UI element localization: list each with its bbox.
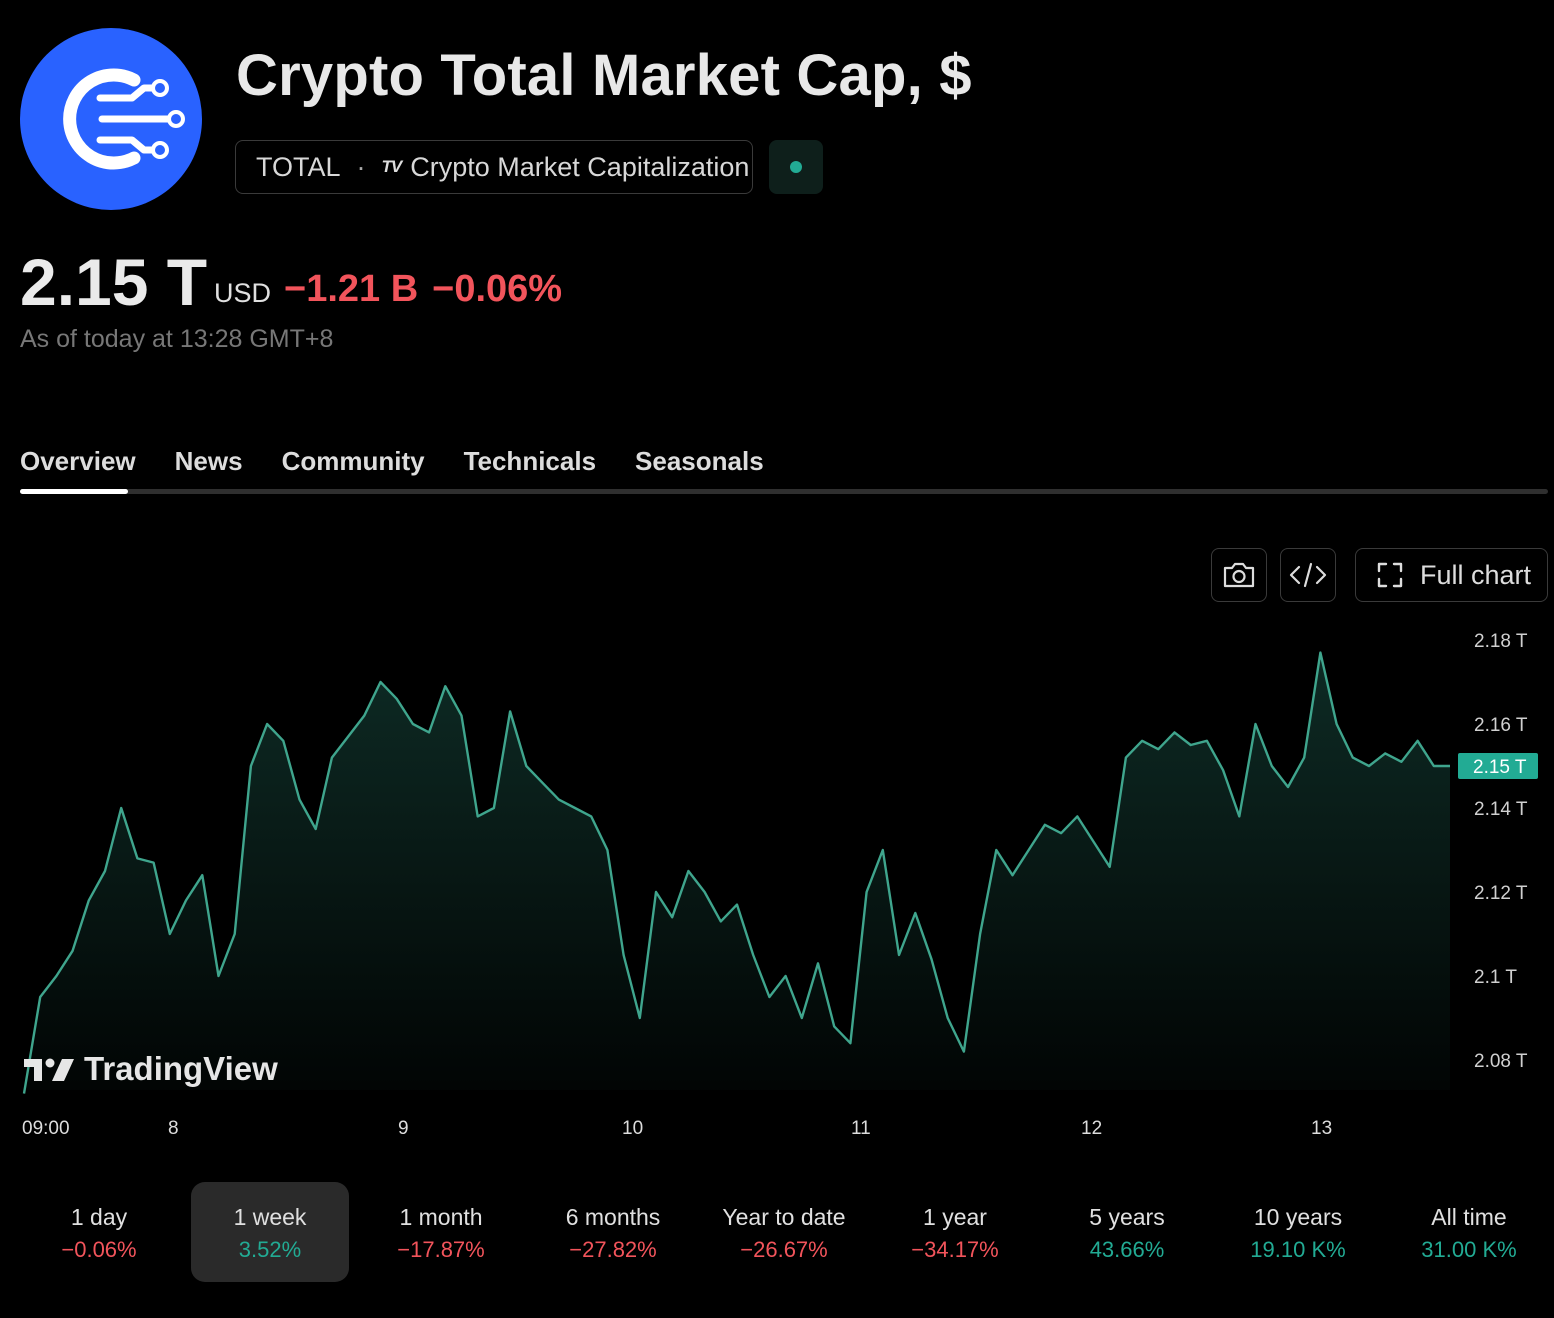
tab-news[interactable]: News: [174, 446, 243, 476]
period-change: −17.87%: [397, 1237, 485, 1262]
period-change: 19.10 K%: [1250, 1237, 1346, 1262]
watermark-text: TradingView: [84, 1050, 278, 1087]
period-change: −0.06%: [61, 1237, 137, 1262]
period-button[interactable]: 5 years 43.66%: [1048, 1182, 1206, 1282]
period-button[interactable]: Year to date −26.67%: [705, 1182, 863, 1282]
period-button[interactable]: 6 months −27.82%: [534, 1182, 692, 1282]
y-tick-label: 2.08 T: [1474, 1051, 1528, 1072]
last-value-badge: 2.15 T: [1458, 753, 1538, 779]
price-change: −1.21 B −0.06%: [284, 268, 562, 311]
logo-graphic: [63, 68, 185, 170]
y-tick-label: 2.12 T: [1474, 883, 1528, 904]
y-tick-label: 2.14 T: [1474, 799, 1528, 820]
period-label: 1 year: [923, 1204, 987, 1230]
quote-timestamp: As of today at 13:28 GMT+8: [20, 325, 334, 353]
period-button[interactable]: 1 year −34.17%: [876, 1182, 1034, 1282]
x-tick-label: 13: [1311, 1118, 1332, 1139]
change-absolute: −1.21 B: [284, 268, 419, 310]
crypto-circuit-logo-icon: [20, 28, 202, 210]
series-line: [22, 651, 1450, 1094]
tab-bar: Overview News Community Technicals Seaso…: [20, 446, 803, 477]
x-tick-label: 12: [1081, 1118, 1102, 1139]
last-value-label: 2.15 T: [1473, 757, 1527, 778]
tab-seasonals[interactable]: Seasonals: [635, 446, 764, 476]
page-title: Crypto Total Market Cap, $: [236, 43, 972, 108]
y-tick-label: 2.1 T: [1474, 967, 1517, 988]
period-button[interactable]: 1 month −17.87%: [362, 1182, 520, 1282]
snapshot-button[interactable]: [1211, 548, 1267, 602]
tab-overview[interactable]: Overview: [20, 446, 136, 476]
period-button[interactable]: 10 years 19.10 K%: [1219, 1182, 1377, 1282]
x-tick-label: 09:00: [22, 1118, 70, 1139]
period-change: −26.67%: [740, 1237, 828, 1262]
period-change: 31.00 K%: [1421, 1237, 1517, 1262]
fullscreen-icon: [1377, 562, 1403, 588]
period-label: 10 years: [1253, 1204, 1343, 1230]
change-percent: −0.06%: [432, 268, 563, 310]
market-cap-chart[interactable]: 2.18 T 2.16 T 2.14 T 2.12 T 2.1 T 2.08 T 2.15…: [0, 620, 1554, 1150]
period-button[interactable]: 1 week 3.52%: [191, 1182, 349, 1282]
tradingview-logo-icon: [24, 1058, 74, 1081]
code-icon: [1289, 562, 1327, 588]
period-change: 3.52%: [238, 1237, 302, 1262]
period-label: 1 day: [70, 1204, 128, 1230]
period-label: Year to date: [722, 1204, 846, 1230]
period-change: −34.17%: [911, 1237, 999, 1262]
embed-button[interactable]: [1280, 548, 1336, 602]
price-value: 2.15 T: [20, 245, 208, 319]
period-label: 1 week: [233, 1204, 307, 1230]
tab-community[interactable]: Community: [281, 446, 425, 476]
x-tick-label: 9: [398, 1118, 409, 1139]
symbol-pill[interactable]: TOTAL · TV Crypto Market Capitalization: [235, 140, 753, 194]
symbol-ticker: TOTAL: [256, 151, 341, 182]
period-label: 1 month: [399, 1204, 483, 1230]
period-selector: 1 day −0.06% 1 week 3.52% 1 month −17.87% 6 mo…: [0, 1182, 1554, 1282]
full-chart-label: Full chart: [1420, 559, 1532, 590]
x-tick-label: 8: [168, 1118, 179, 1139]
separator-dot: ·: [356, 151, 366, 182]
period-label: All time: [1431, 1204, 1507, 1230]
tab-technicals[interactable]: Technicals: [463, 446, 597, 476]
x-tick-label: 10: [622, 1118, 643, 1139]
x-tick-label: 11: [851, 1118, 871, 1139]
series-area: [24, 652, 1450, 1094]
full-chart-button[interactable]: Full chart: [1355, 548, 1548, 602]
source-name: Crypto Market Capitalization: [410, 151, 750, 182]
period-button[interactable]: All time 31.00 K%: [1390, 1182, 1548, 1282]
tab-track: [20, 489, 1548, 494]
period-button[interactable]: 1 day −0.06%: [20, 1182, 178, 1282]
y-tick-label: 2.16 T: [1474, 715, 1528, 736]
tab-active-indicator: [20, 489, 128, 494]
market-status-dot-icon: [790, 161, 802, 173]
period-label: 6 months: [565, 1204, 661, 1230]
y-tick-label: 2.18 T: [1474, 631, 1528, 652]
price-currency: USD: [214, 278, 272, 308]
market-status-button[interactable]: [769, 140, 823, 194]
y-axis: 2.18 T 2.16 T 2.14 T 2.12 T 2.1 T 2.08 T: [1474, 631, 1528, 1072]
tradingview-watermark: TradingView: [22, 1050, 278, 1088]
tradingview-mini-icon: TV: [381, 157, 403, 176]
period-change: 43.66%: [1089, 1237, 1165, 1262]
period-label: 5 years: [1089, 1204, 1165, 1230]
period-change: −27.82%: [569, 1237, 657, 1262]
x-axis: 09:00 8 9 10 11 12 13: [22, 1118, 1332, 1139]
camera-icon: [1223, 562, 1255, 588]
